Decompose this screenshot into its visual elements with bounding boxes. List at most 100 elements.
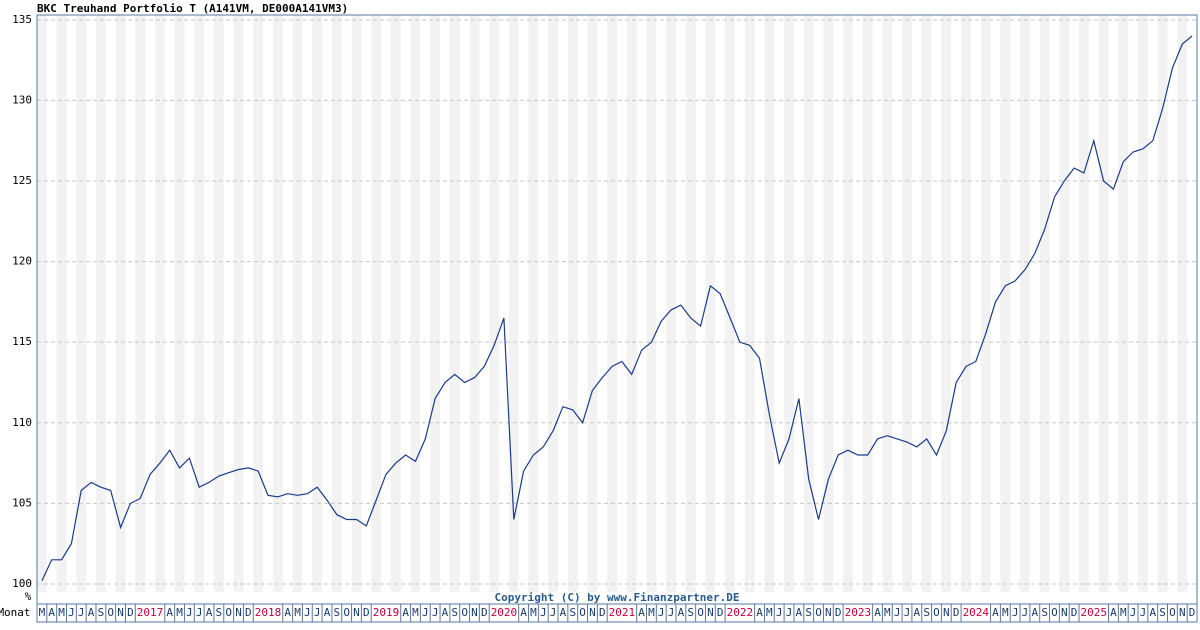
x-tick-label: S xyxy=(687,606,694,619)
month-band xyxy=(508,15,519,592)
x-tick-label: S xyxy=(805,606,812,619)
x-tick-label: N xyxy=(707,606,714,619)
x-tick-label: J xyxy=(432,606,439,619)
month-band xyxy=(882,15,893,592)
x-tick-label: J xyxy=(422,606,429,619)
x-tick-label: A xyxy=(992,606,999,619)
month-band xyxy=(292,15,303,592)
y-tick-label: 110 xyxy=(12,416,32,429)
month-band xyxy=(764,15,775,592)
month-band xyxy=(233,15,244,592)
month-band xyxy=(725,15,735,592)
month-band xyxy=(76,15,87,592)
month-band xyxy=(95,15,106,592)
month-band xyxy=(430,15,441,592)
x-tick-label: S xyxy=(98,606,105,619)
month-band xyxy=(253,15,264,592)
x-tick-label: N xyxy=(235,606,242,619)
x-tick-label: S xyxy=(923,606,930,619)
month-band xyxy=(843,15,853,592)
x-tick-label: J xyxy=(1012,606,1019,619)
x-tick-label: O xyxy=(107,606,114,619)
month-band xyxy=(449,15,460,592)
month-band xyxy=(312,15,323,592)
month-band xyxy=(1118,15,1129,592)
x-tick-label: N xyxy=(589,606,596,619)
y-tick-label: 130 xyxy=(12,93,32,106)
x-tick-label: A xyxy=(520,606,527,619)
month-band xyxy=(410,15,421,592)
x-tick-label: M xyxy=(766,606,773,619)
x-tick-label: J xyxy=(186,606,193,619)
x-tick-label: 2022 xyxy=(727,606,754,619)
month-band xyxy=(1020,15,1030,592)
x-tick-label: J xyxy=(658,606,665,619)
x-tick-label: A xyxy=(206,606,213,619)
x-tick-label: O xyxy=(461,606,468,619)
x-tick-label: D xyxy=(1189,606,1196,619)
x-tick-label: A xyxy=(560,606,567,619)
month-band xyxy=(1000,15,1011,592)
month-band xyxy=(1177,15,1188,592)
x-tick-label: N xyxy=(943,606,950,619)
x-tick-label: S xyxy=(451,606,458,619)
x-tick-label: N xyxy=(471,606,478,619)
x-tick-label: 2017 xyxy=(137,606,164,619)
month-band xyxy=(272,15,283,592)
x-tick-label: D xyxy=(127,606,134,619)
x-tick-label: M xyxy=(176,606,183,619)
month-band xyxy=(705,15,716,592)
y-tick-label: 120 xyxy=(12,255,32,268)
y-tick-label: 125 xyxy=(12,174,32,187)
x-tick-label: M xyxy=(1002,606,1009,619)
x-tick-label: D xyxy=(599,606,606,619)
x-tick-label: M xyxy=(884,606,891,619)
month-band xyxy=(1138,15,1148,592)
x-tick-label: O xyxy=(933,606,940,619)
x-tick-label: N xyxy=(353,606,360,619)
month-band xyxy=(961,15,971,592)
x-tick-label: J xyxy=(894,606,901,619)
x-tick-label: A xyxy=(166,606,173,619)
x-axis-label: Monat xyxy=(0,606,31,619)
x-tick-label: A xyxy=(1031,606,1038,619)
x-tick-label: 2024 xyxy=(963,606,990,619)
x-tick-label: A xyxy=(796,606,803,619)
x-tick-label: J xyxy=(786,606,793,619)
x-tick-label: D xyxy=(835,606,842,619)
x-tick-label: O xyxy=(1051,606,1058,619)
x-tick-label: A xyxy=(756,606,763,619)
month-band xyxy=(941,15,952,592)
price-line xyxy=(41,35,1193,581)
x-tick-label: A xyxy=(402,606,409,619)
month-band xyxy=(1098,15,1109,592)
x-tick-label: A xyxy=(638,606,645,619)
y-tick-label: 115 xyxy=(12,335,32,348)
x-tick-label: D xyxy=(717,606,724,619)
x-tick-label: 2021 xyxy=(609,606,636,619)
x-tick-label: D xyxy=(953,606,960,619)
x-tick-label: S xyxy=(1159,606,1166,619)
x-tick-label: S xyxy=(1041,606,1048,619)
x-tick-label: M xyxy=(58,606,65,619)
y-tick-label: 100 xyxy=(12,577,32,590)
x-tick-label: M xyxy=(1120,606,1127,619)
x-tick-label: O xyxy=(697,606,704,619)
month-band xyxy=(331,15,342,592)
month-band xyxy=(174,15,185,592)
x-tick-label: J xyxy=(1140,606,1147,619)
x-tick-label: S xyxy=(569,606,576,619)
month-band xyxy=(56,15,67,592)
x-tick-label: A xyxy=(324,606,331,619)
x-tick-label: M xyxy=(412,606,419,619)
x-tick-label: J xyxy=(1130,606,1137,619)
x-tick-label: D xyxy=(1071,606,1078,619)
month-band xyxy=(626,15,637,592)
y-tick-label: 135 xyxy=(12,13,32,26)
month-band xyxy=(213,15,224,592)
x-tick-label: N xyxy=(117,606,124,619)
x-tick-label: J xyxy=(1022,606,1029,619)
month-band xyxy=(803,15,814,592)
month-band xyxy=(980,15,991,592)
x-tick-label: 2019 xyxy=(373,606,400,619)
